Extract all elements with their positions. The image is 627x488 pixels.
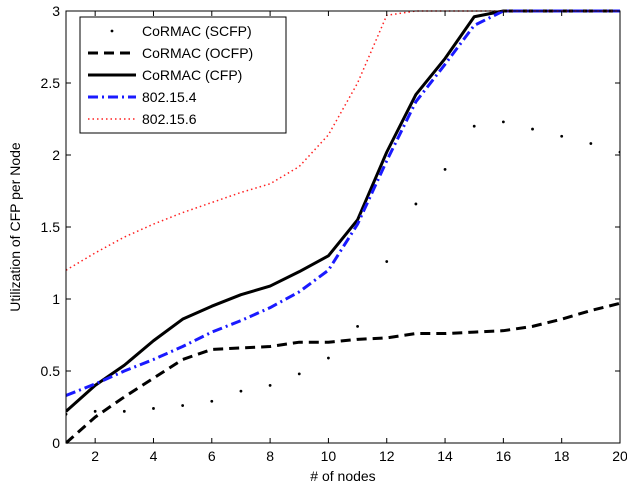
series-cormac-scfp-point [589,142,593,145]
series-cormac-scfp-point [122,409,126,413]
series-cormac-scfp-point [356,324,359,328]
y-tick-label: 2 [52,147,60,163]
y-tick-label: 3 [52,3,60,19]
series-cormac-scfp-point [472,124,476,128]
y-tick-label: 0.5 [41,363,61,379]
series-cormac-scfp-point [181,404,185,407]
series-cormac-scfp-point [443,168,447,171]
legend-entry-802-15-4: 802.15.4 [88,89,197,105]
x-tick-label: 6 [208,448,216,464]
legend-label-cormac-ocfp: CoRMAC (OCFP) [142,45,253,61]
x-tick-label: 4 [150,448,158,464]
series-cormac-scfp [66,120,620,416]
series-cormac-scfp-point [560,134,564,138]
series-cormac-scfp-point [531,127,534,131]
ticks-layer: 2 4 6 8 10 12 14 16 18 20 0 0.5 1 1.5 2 2.5 3 [41,3,627,464]
x-tick-label: 18 [554,448,570,464]
series-cormac-scfp-point [385,260,389,263]
series-cormac-scfp-point [210,399,214,403]
series-cormac-ocfp [66,301,620,445]
series-cormac-scfp-point [268,384,272,387]
legend-entry-cormac-scfp: CoRMAC (SCFP) [110,23,252,39]
x-tick-label: 14 [437,448,453,464]
y-tick-label: 1 [52,291,60,307]
series-cormac-ocfp-line [66,301,620,445]
legend-entry-cormac-ocfp: CoRMAC (OCFP) [88,45,253,61]
x-tick-label: 8 [266,448,274,464]
series-cormac-scfp-point [414,202,418,206]
series-802-15-6 [66,10,620,271]
legend-label-802-15-4: 802.15.4 [142,89,197,105]
legend-label-802-15-6: 802.15.6 [142,111,197,127]
series-cormac-scfp-point [327,356,330,360]
series-802-15-6-line [66,10,620,271]
legend-swatch-cormac-scfp [110,29,114,33]
x-tick-label: 20 [612,448,627,464]
legend-label-cormac-cfp: CoRMAC (CFP) [142,67,242,83]
series-cormac-scfp-point [239,389,243,393]
legend-label-cormac-scfp: CoRMAC (SCFP) [142,23,252,39]
x-tick-label: 12 [379,448,395,464]
legend: CoRMAC (SCFP) CoRMAC (OCFP) CoRMAC (CFP) 80… [79,16,287,134]
y-axis-label: Utilization of CFP per Node [7,142,23,312]
x-tick-label: 2 [91,448,99,464]
y-tick-label: 0 [52,435,60,451]
y-tick-label: 2.5 [41,75,61,91]
series-cormac-scfp-point [297,372,301,376]
y-tick-label: 1.5 [41,219,61,235]
x-tick-label: 10 [321,448,337,464]
x-axis-label: # of nodes [310,468,375,484]
series-cormac-scfp-point [152,407,155,410]
legend-entry-802-15-6: 802.15.6 [88,111,197,127]
legend-entry-cormac-cfp: CoRMAC (CFP) [88,67,242,83]
series-cormac-scfp-point [501,120,505,124]
x-tick-label: 16 [496,448,512,464]
series-cormac-scfp-point [93,409,97,413]
